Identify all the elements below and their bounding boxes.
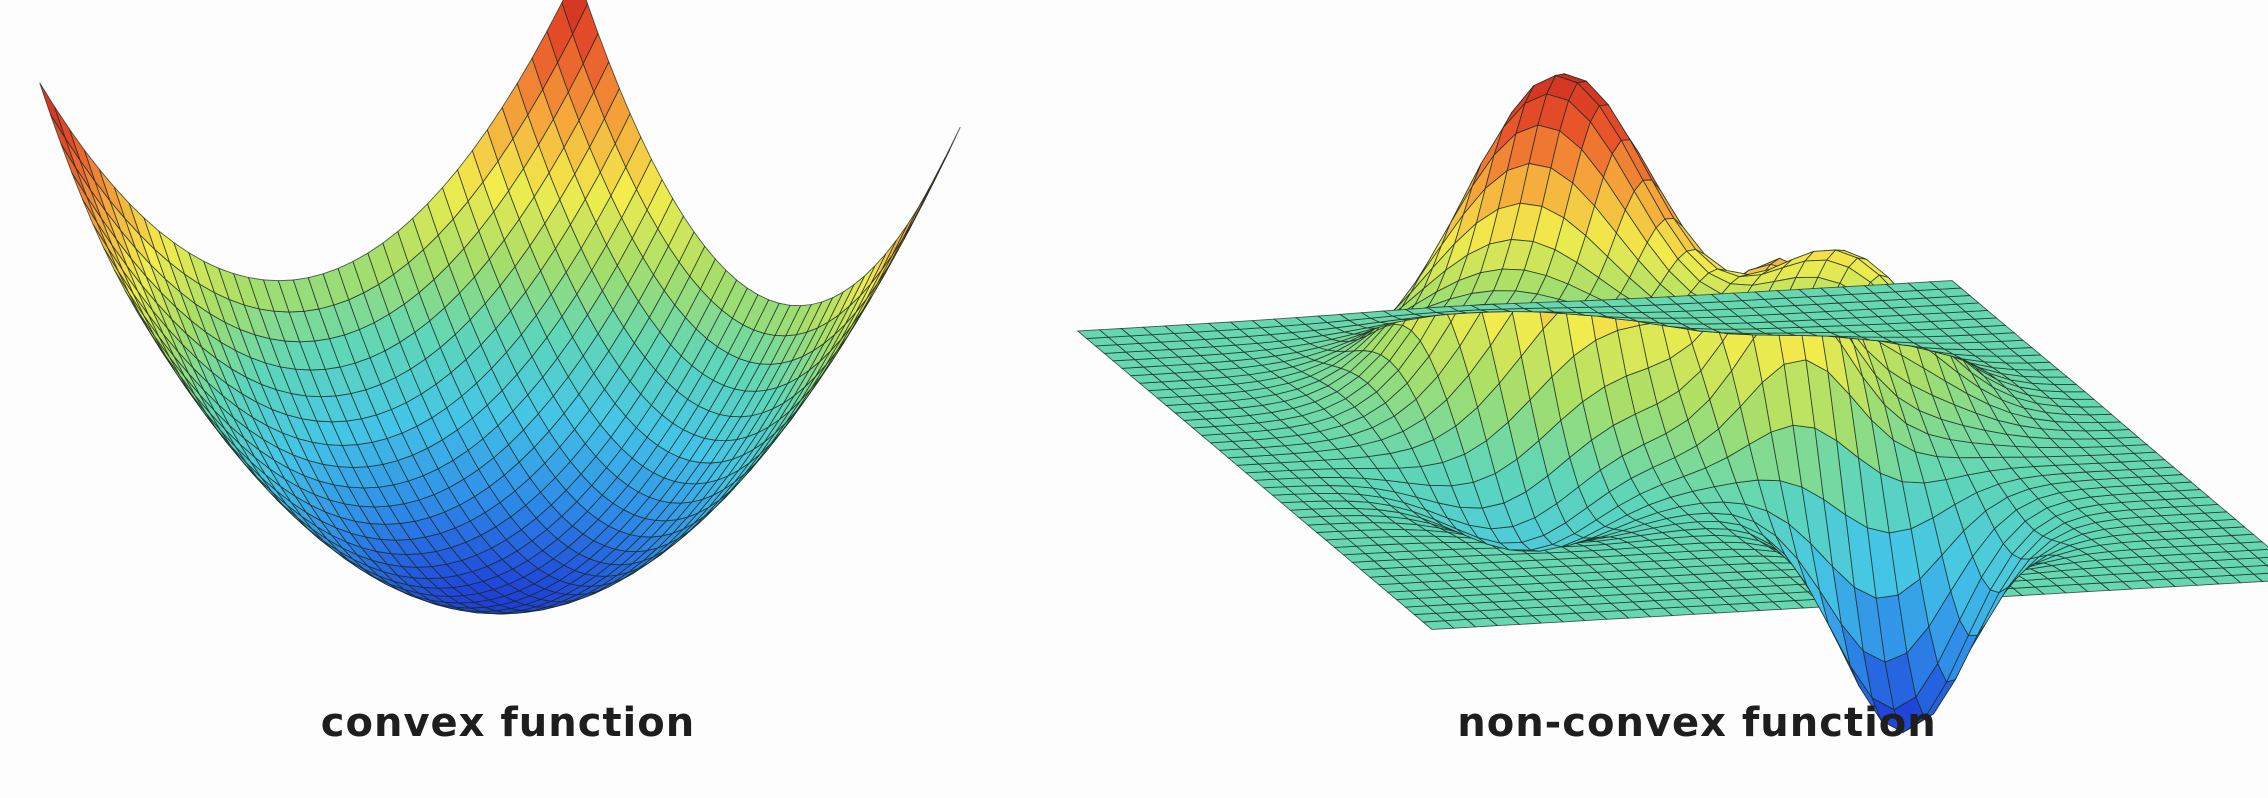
nonconvex-surface-plot — [1076, 73, 2268, 734]
nonconvex-function-caption: non-convex function — [1457, 700, 1937, 746]
convex-function-caption: convex function — [320, 700, 696, 746]
convex-surface-plot — [39, 0, 961, 615]
